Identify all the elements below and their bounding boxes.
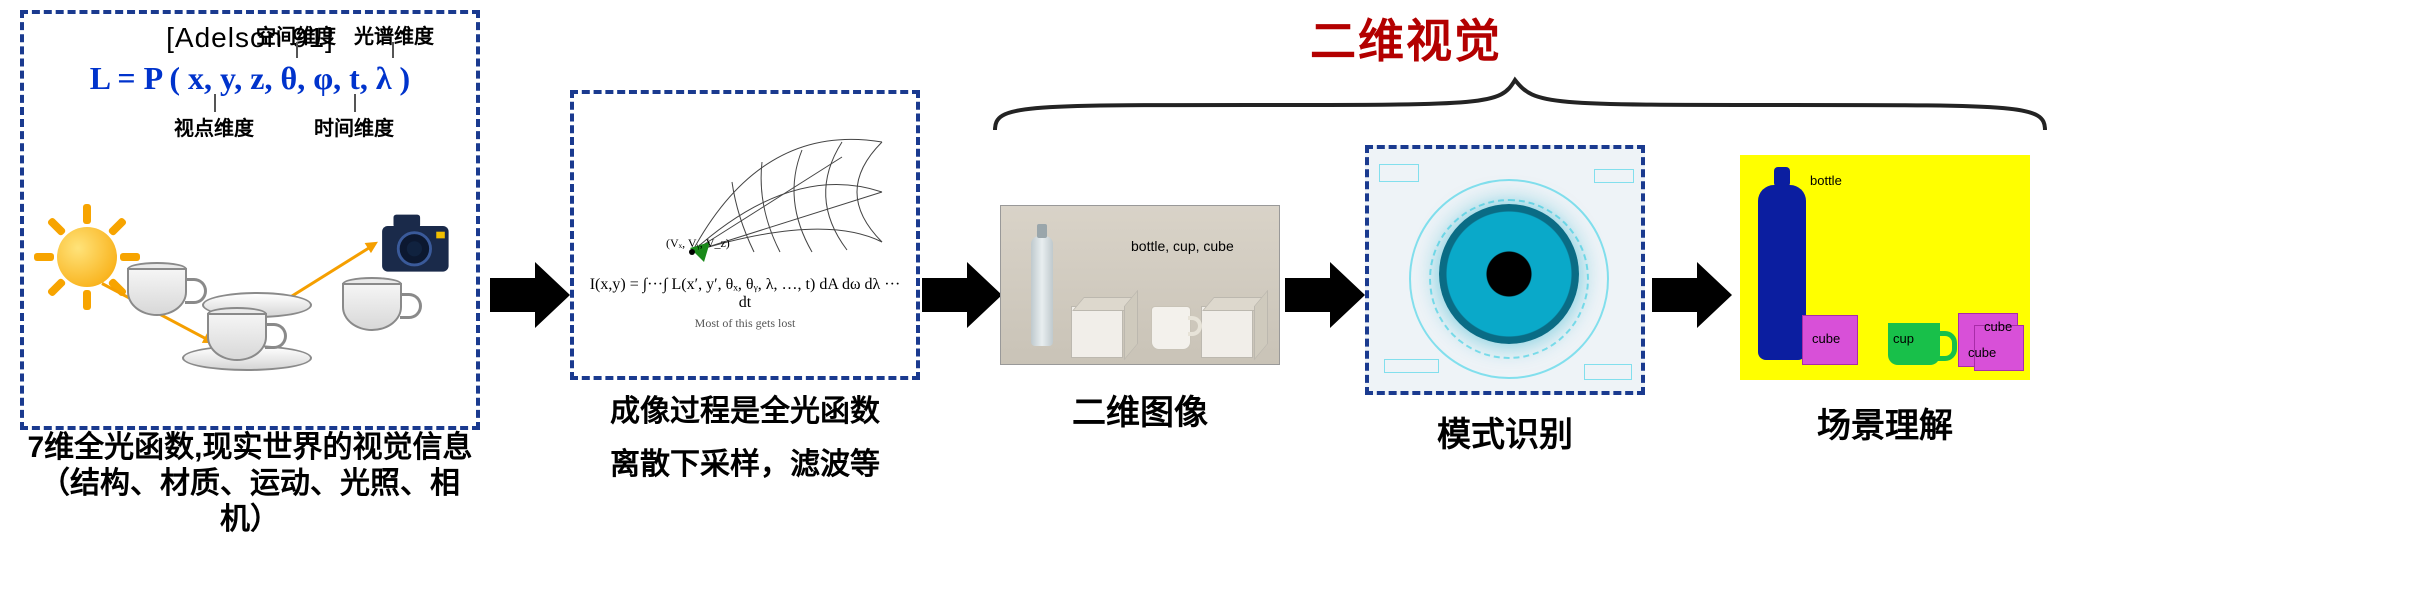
panel2-box: (Vₓ, Vᵧ, V_z) I(x,y) = ∫···∫ L(x′, y′, θ…: [570, 90, 920, 380]
photo-mug-handle: [1188, 316, 1202, 336]
tick: [296, 42, 298, 58]
photo-object-labels: bottle, cup, cube: [1131, 238, 1234, 254]
hud-box: [1384, 359, 1439, 373]
plenoptic-equation: L = P ( x, y, z, θ, φ, t, λ ): [32, 60, 468, 97]
flow-arrow-1: [490, 260, 570, 330]
panel2-caption-line1: 成像过程是全光函数: [570, 392, 920, 433]
panel-pattern-recognition: 模式识别: [1365, 145, 1645, 456]
teacup: [127, 262, 207, 317]
seg-label-bottle: bottle: [1810, 173, 1842, 188]
panel-scene-understanding: bottle cube cup cube cube 场景理解: [1740, 155, 2030, 447]
hemisphere-v-label: (Vₓ, Vᵧ, V_z): [666, 236, 730, 251]
panel2-caption-line2: 离散下采样，滤波等: [570, 445, 920, 486]
panel1-caption-line1: 7维全光函数,现实世界的视觉信息: [20, 430, 480, 466]
photo-bottle-cap: [1037, 224, 1047, 238]
seg-label-cube2: cube: [1984, 319, 2012, 334]
tick: [392, 42, 394, 58]
panel1-caption-line2: （结构、材质、运动、光照、相机）: [20, 466, 480, 538]
segmentation-image: bottle cube cup cube cube: [1740, 155, 2030, 380]
seg-bottle: [1758, 185, 1806, 360]
flow-arrow-2: [922, 260, 1002, 330]
hemisphere-sketch: [582, 102, 912, 267]
panel4-box: [1365, 145, 1645, 395]
panel5-caption: 场景理解: [1740, 398, 2030, 447]
photo-2d-image: bottle, cup, cube: [1000, 205, 1280, 365]
eye-iris-icon: [1439, 204, 1579, 344]
imaging-integral: I(x,y) = ∫···∫ L(x′, y′, θₓ, θᵧ, λ, …, t…: [582, 276, 908, 312]
plenoptic-scene-illustration: [32, 107, 468, 367]
teacup: [342, 277, 422, 332]
panel1-box: [Adelson 91] 空间维度 光谱维度 L = P ( x, y, z, …: [20, 10, 480, 430]
brace-2d-vision: [990, 70, 2050, 140]
sun-icon: [42, 212, 132, 302]
panel-imaging-process: (Vₓ, Vᵧ, V_z) I(x,y) = ∫···∫ L(x′, y′, θ…: [570, 90, 920, 520]
panel-plenoptic-function: [Adelson 91] 空间维度 光谱维度 L = P ( x, y, z, …: [20, 10, 480, 585]
flow-arrow-4: [1652, 260, 1732, 330]
hud-box: [1379, 164, 1419, 182]
imaging-integral-sub: Most of this gets lost: [582, 316, 908, 331]
section-title-2d-vision: 二维视觉: [1310, 5, 1502, 71]
annotation-spectral-dim: 光谱维度: [354, 20, 434, 49]
seg-label-cube1: cube: [1812, 331, 1840, 346]
photo-bottle: [1031, 236, 1053, 346]
panel-2d-image: bottle, cup, cube 二维图像: [1000, 205, 1280, 434]
seg-label-cup: cup: [1893, 331, 1914, 346]
photo-mug: [1151, 306, 1191, 350]
panel4-caption: 模式识别: [1365, 407, 1645, 456]
panel3-caption: 二维图像: [1000, 385, 1280, 434]
hud-box: [1594, 169, 1634, 183]
teacup: [207, 307, 287, 362]
hud-box: [1584, 364, 1632, 380]
photo-cube: [1201, 306, 1253, 358]
photo-cube: [1071, 306, 1123, 358]
seg-label-cube2b: cube: [1968, 345, 1996, 360]
flow-arrow-3: [1285, 260, 1365, 330]
